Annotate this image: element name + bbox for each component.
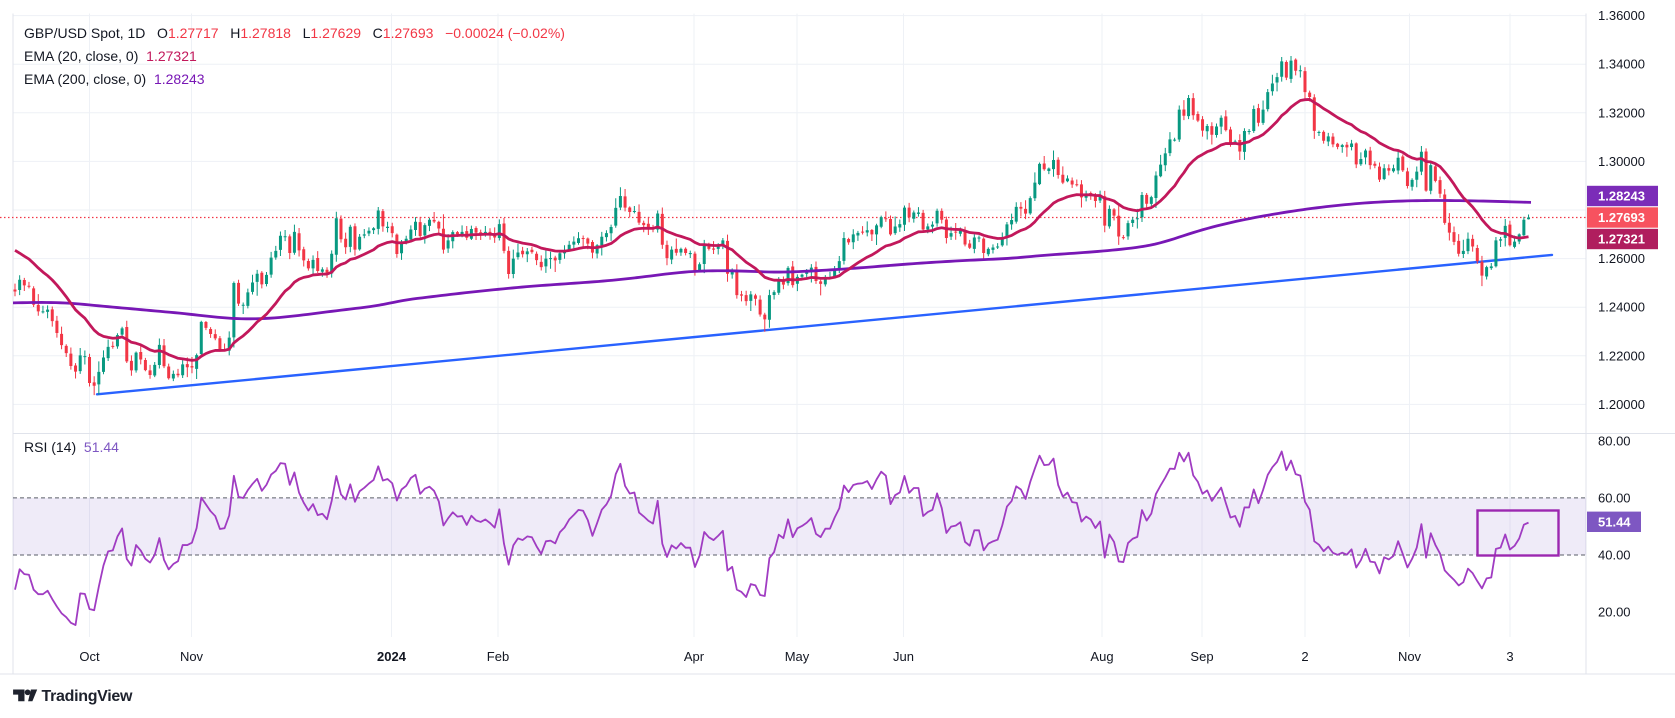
svg-text:Nov: Nov <box>180 649 204 664</box>
svg-text:Jun: Jun <box>893 649 914 664</box>
svg-text:TradingView: TradingView <box>42 688 134 705</box>
svg-text:1.22000: 1.22000 <box>1598 348 1645 363</box>
svg-text:1.26000: 1.26000 <box>1598 251 1645 266</box>
svg-text:Nov: Nov <box>1398 649 1422 664</box>
svg-text:1.24000: 1.24000 <box>1598 300 1645 315</box>
svg-text:1.27693: 1.27693 <box>1598 210 1645 225</box>
svg-text:EMA (200, close, 0) 1.28243: EMA (200, close, 0) 1.28243 <box>24 71 205 87</box>
svg-text:Sep: Sep <box>1190 649 1213 664</box>
svg-text:Aug: Aug <box>1090 649 1113 664</box>
svg-text:80.00: 80.00 <box>1598 433 1631 448</box>
svg-text:1.32000: 1.32000 <box>1598 105 1645 120</box>
svg-text:Oct: Oct <box>79 649 100 664</box>
svg-text:1.27321: 1.27321 <box>1598 232 1645 247</box>
svg-text:2: 2 <box>1301 649 1308 664</box>
svg-text:RSI (14) 51.44: RSI (14) 51.44 <box>24 439 119 455</box>
svg-text:Apr: Apr <box>684 649 705 664</box>
svg-text:2024: 2024 <box>377 649 407 664</box>
svg-text:20.00: 20.00 <box>1598 605 1631 620</box>
svg-text:May: May <box>785 649 810 664</box>
svg-text:60.00: 60.00 <box>1598 490 1631 505</box>
svg-text:1.36000: 1.36000 <box>1598 8 1645 23</box>
svg-text:1.34000: 1.34000 <box>1598 57 1645 72</box>
svg-text:3: 3 <box>1506 649 1513 664</box>
svg-text:Feb: Feb <box>487 649 509 664</box>
svg-text:51.44: 51.44 <box>1598 515 1631 530</box>
svg-text:GBP/USD Spot, 1D O1.27717: GBP/USD Spot, 1D O1.27717 H1.27818 L1.27… <box>24 25 565 41</box>
svg-text:1.20000: 1.20000 <box>1598 397 1645 412</box>
svg-text:1.30000: 1.30000 <box>1598 154 1645 169</box>
svg-text:40.00: 40.00 <box>1598 548 1631 563</box>
svg-text:1.28243: 1.28243 <box>1598 189 1645 204</box>
svg-text:EMA (20, close, 0) 1.27321: EMA (20, close, 0) 1.27321 <box>24 48 197 64</box>
